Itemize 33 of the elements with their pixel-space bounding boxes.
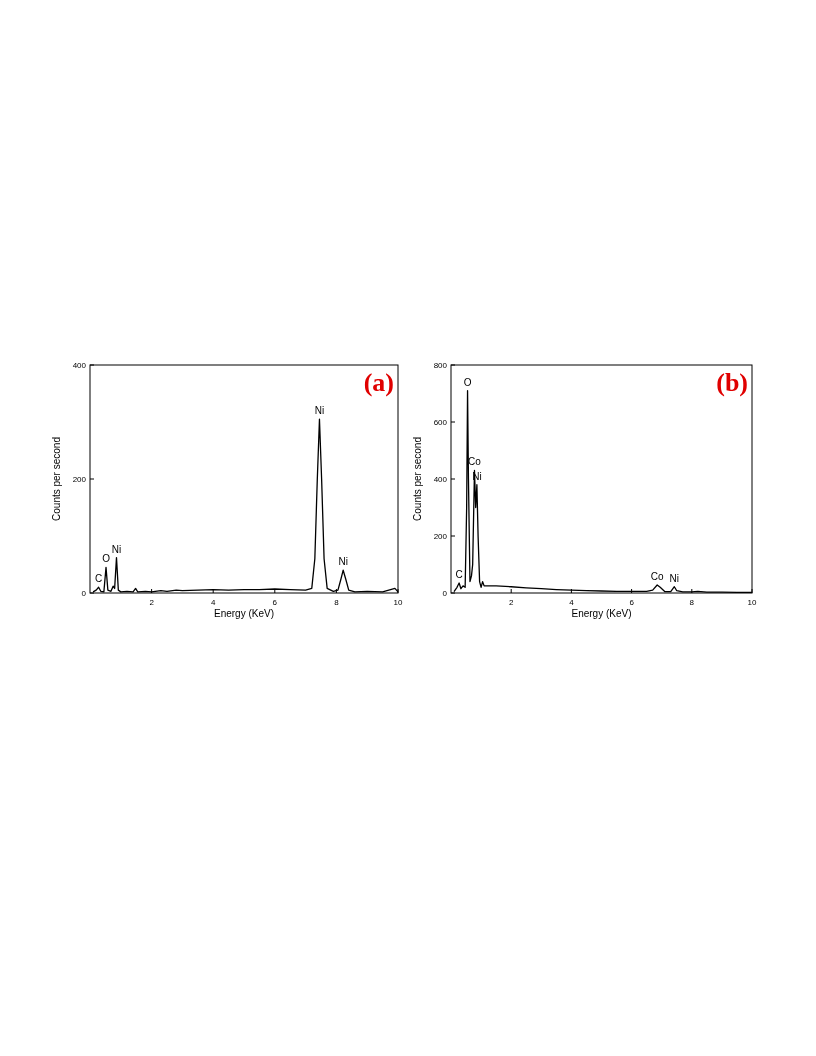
- x-axis-title: Energy (KeV): [571, 608, 632, 619]
- x-tick-label: 8: [689, 598, 695, 607]
- annotation: Ni: [314, 405, 325, 417]
- x-tick-label: 6: [272, 598, 278, 607]
- chart-title: (a): [363, 368, 394, 397]
- x-tick-label: 4: [210, 598, 216, 607]
- annotation: C: [455, 569, 463, 581]
- x-tick-label: 8: [334, 598, 340, 607]
- y-tick-label: 0: [442, 588, 448, 598]
- annotation: C: [95, 573, 103, 585]
- annotation: Ni: [338, 556, 348, 568]
- x-tick-label: 10: [747, 598, 757, 607]
- annotation: Ni: [669, 572, 680, 584]
- x-tick-label: 10: [393, 598, 403, 607]
- y-tick-label: 200: [433, 531, 448, 541]
- y-axis-title: Counts per second: [412, 437, 423, 521]
- y-tick-label: 400: [72, 360, 87, 370]
- y-axis-title: Counts per second: [51, 437, 62, 521]
- x-tick-label: 2: [149, 598, 155, 607]
- x-axis-title: Energy (KeV): [213, 608, 275, 619]
- annotation: O: [463, 376, 472, 388]
- x-tick-label: 6: [629, 598, 635, 607]
- annotation: Co: [650, 571, 665, 583]
- x-tick-label: 2: [508, 598, 514, 607]
- y-tick-label: 200: [72, 474, 87, 484]
- y-tick-label: 600: [433, 417, 448, 427]
- y-tick-label: 0: [81, 588, 87, 598]
- y-tick-label: 800: [433, 360, 448, 370]
- y-tick-label: 400: [433, 474, 448, 484]
- annotation: O: [102, 553, 111, 565]
- annotation: Ni: [111, 543, 122, 555]
- x-tick-label: 4: [569, 598, 575, 607]
- chart-title: (b): [716, 368, 748, 397]
